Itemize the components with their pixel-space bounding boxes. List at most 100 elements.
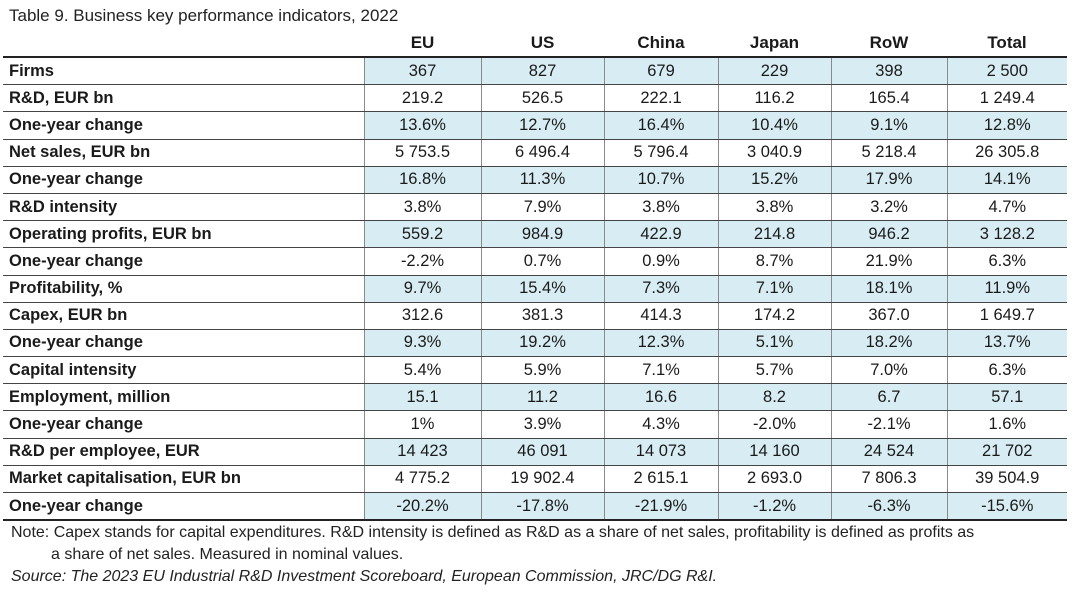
table-cell: -2.0% — [717, 410, 831, 439]
table-row: Market capitalisation, EUR bn 4 775.2 19 9… — [3, 465, 1067, 494]
table-cell: 559.2 — [363, 220, 481, 249]
table-cell: 10.7% — [603, 166, 718, 194]
column-header: EU — [364, 30, 481, 58]
table-cell: 39 504.9 — [946, 465, 1067, 494]
row-label: Profitability, % — [3, 275, 364, 303]
row-label: R&D per employee, EUR — [3, 438, 364, 466]
table-cell: 116.2 — [717, 84, 831, 113]
table-cell: 1 649.7 — [946, 302, 1067, 330]
table-cell: 984.9 — [480, 220, 604, 249]
table-row: One-year change 9.3% 19.2% 12.3% 5.1% 18.2% 13… — [3, 329, 1067, 358]
row-label: One-year change — [3, 166, 364, 194]
table-cell: 11.9% — [946, 275, 1067, 303]
row-label: Capex, EUR bn — [3, 302, 364, 330]
table-cell: 12.8% — [946, 111, 1067, 140]
table-cell: 827 — [480, 57, 604, 86]
table-row: Profitability, % 9.7% 15.4% 7.3% 7.1% 18.1% 11… — [3, 275, 1067, 303]
table-cell: 312.6 — [363, 302, 481, 330]
table-cell: 229 — [717, 57, 831, 86]
table-cell: 3.2% — [830, 193, 947, 222]
header-row: EU US China Japan RoW Total — [3, 30, 1067, 58]
table-cell: 367 — [363, 57, 481, 86]
table-row: Firms 367 827 679 229 398 2 500 — [3, 57, 1067, 86]
row-label: One-year change — [3, 410, 364, 439]
table-cell: 19.2% — [480, 329, 604, 358]
table-cell: 16.6 — [603, 383, 718, 412]
table-cell: 0.7% — [480, 247, 604, 276]
table-cell: -2.2% — [363, 247, 481, 276]
table-cell: -1.2% — [717, 492, 831, 522]
table-cell: 214.8 — [717, 220, 831, 249]
row-label: One-year change — [3, 247, 364, 276]
table-row: R&D intensity 3.8% 7.9% 3.8% 3.8% 3.2% 4.7% — [3, 193, 1067, 222]
table-cell: -21.9% — [603, 492, 718, 522]
table-cell: 7.3% — [603, 275, 718, 303]
table-row: R&D, EUR bn 219.2 526.5 222.1 116.2 165.4 1 24… — [3, 84, 1067, 113]
row-label: One-year change — [3, 329, 364, 358]
table-cell: 7.1% — [603, 356, 718, 385]
table-cell: 2 615.1 — [603, 465, 718, 494]
note-line-2: a share of net sales. Measured in nomina… — [51, 546, 404, 563]
table-cell: 5.7% — [717, 356, 831, 385]
table-row: R&D per employee, EUR 14 423 46 091 14 073 1… — [3, 438, 1067, 466]
row-label: Market capitalisation, EUR bn — [3, 465, 364, 494]
table-cell: 946.2 — [830, 220, 947, 249]
table-cell: 4.7% — [946, 193, 1067, 222]
table-cell: 3 040.9 — [717, 139, 831, 167]
table-cell: 12.3% — [603, 329, 718, 358]
table-cell: 7.9% — [480, 193, 604, 222]
table-cell: 4 775.2 — [363, 465, 481, 494]
table-cell: 2 693.0 — [717, 465, 831, 494]
table-row: Capital intensity 5.4% 5.9% 7.1% 5.7% 7.0% 6.3… — [3, 356, 1067, 385]
table-cell: 15.4% — [480, 275, 604, 303]
table-cell: 5 753.5 — [363, 139, 481, 167]
table-cell: 5 796.4 — [603, 139, 718, 167]
table-cell: 414.3 — [603, 302, 718, 330]
table-row: Net sales, EUR bn 5 753.5 6 496.4 5 796.4 3 … — [3, 139, 1067, 167]
table-cell: 367.0 — [830, 302, 947, 330]
table-cell: 7.1% — [717, 275, 831, 303]
table-cell: 3.9% — [480, 410, 604, 439]
table-cell: 10.4% — [717, 111, 831, 140]
table-cell: -20.2% — [363, 492, 481, 522]
table-cell: 16.8% — [363, 166, 481, 194]
table-cell: 9.3% — [363, 329, 481, 358]
row-label: Net sales, EUR bn — [3, 139, 364, 167]
table-cell: 9.1% — [830, 111, 947, 140]
table-cell: 219.2 — [363, 84, 481, 113]
table-cell: 3.8% — [717, 193, 831, 222]
note-line-1: Note: Capex stands for capital expenditu… — [11, 524, 975, 541]
table-body: Firms 367 827 679 229 398 2 500 R&D, EUR bn 219.… — [3, 57, 1067, 522]
table-cell: 526.5 — [480, 84, 604, 113]
table-cell: 222.1 — [603, 84, 718, 113]
table-row: One-year change 16.8% 11.3% 10.7% 15.2% 17.9%… — [3, 166, 1067, 194]
table-cell: 5 218.4 — [830, 139, 947, 167]
table-cell: 7 806.3 — [830, 465, 947, 494]
table-cell: 14 073 — [603, 438, 718, 466]
table-source: Source: The 2023 EU Industrial R&D Inves… — [11, 568, 718, 585]
table-cell: 24 524 — [830, 438, 947, 466]
table-cell: 5.9% — [480, 356, 604, 385]
table-cell: 679 — [603, 57, 718, 86]
table-cell: 18.1% — [830, 275, 947, 303]
table-cell: 19 902.4 — [480, 465, 604, 494]
table-cell: 3 128.2 — [946, 220, 1067, 249]
table-row: One-year change 1% 3.9% 4.3% -2.0% -2.1% 1.6% — [3, 410, 1067, 439]
table-cell: 165.4 — [830, 84, 947, 113]
table-cell: 1 249.4 — [946, 84, 1067, 113]
table-cell: -2.1% — [830, 410, 947, 439]
table-row: One-year change -20.2% -17.8% -21.9% -1.2% -6… — [3, 492, 1067, 522]
table-cell: 14 423 — [363, 438, 481, 466]
table-cell: 46 091 — [480, 438, 604, 466]
table-row: Operating profits, EUR bn 559.2 984.9 422.9… — [3, 220, 1067, 249]
table-cell: 2 500 — [946, 57, 1067, 86]
row-label: R&D, EUR bn — [3, 84, 364, 113]
table-cell: 26 305.8 — [946, 139, 1067, 167]
table-cell: 6.7 — [830, 383, 947, 412]
table-cell: 3.8% — [603, 193, 718, 222]
table-cell: 8.7% — [717, 247, 831, 276]
table-cell: 3.8% — [363, 193, 481, 222]
column-header: RoW — [831, 30, 947, 58]
table-cell: 0.9% — [603, 247, 718, 276]
